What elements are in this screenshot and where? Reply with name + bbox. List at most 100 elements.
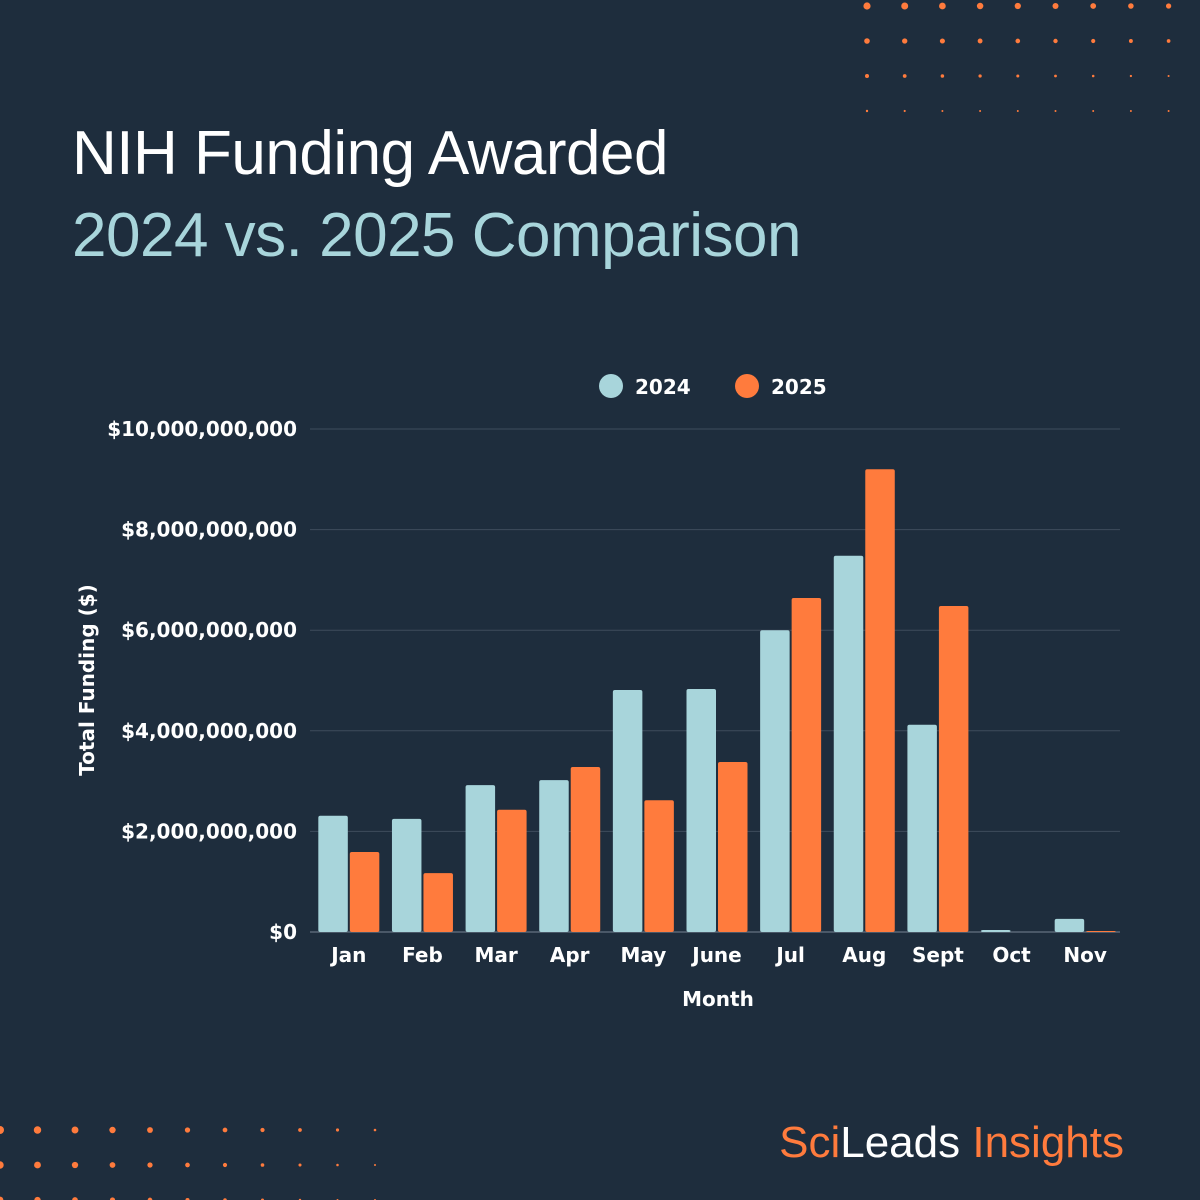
- decor-dot: [298, 1128, 302, 1132]
- decor-dot: [941, 110, 944, 112]
- y-tick-label: $8,000,000,000: [121, 518, 297, 542]
- decor-dot: [1015, 38, 1021, 44]
- decor-dot: [1016, 74, 1020, 78]
- bar-2024-Jan: [318, 815, 348, 932]
- decor-dot: [1090, 3, 1097, 9]
- decor-dot: [1091, 38, 1096, 44]
- decor-dot: [260, 1163, 265, 1167]
- decor-dot: [1129, 74, 1133, 78]
- bar-2024-Aug: [833, 555, 864, 932]
- decor-dot: [109, 1197, 116, 1200]
- decor-dot: [373, 1128, 377, 1132]
- decor-dot: [902, 38, 908, 44]
- decor-dot: [185, 1162, 190, 1168]
- decor-dot: [1167, 110, 1170, 112]
- decor-dot: [1091, 74, 1095, 78]
- bar-2025-Apr: [570, 767, 601, 932]
- decor-dot: [0, 1161, 4, 1169]
- decor-dot: [979, 110, 982, 112]
- legend-marker-2024: [599, 374, 623, 398]
- decor-dot: [976, 2, 984, 10]
- x-axis-label: Month: [682, 987, 754, 1011]
- bar-2024-June: [686, 689, 716, 932]
- decor-dot: [34, 1161, 41, 1169]
- x-tick-label: May: [620, 943, 666, 967]
- decor-dot: [1014, 2, 1021, 10]
- decor-dot: [0, 1126, 4, 1134]
- decor-dot: [109, 1162, 116, 1168]
- decor-dot: [335, 1128, 340, 1132]
- decor-dot: [222, 1162, 228, 1168]
- y-tick-label: $0: [269, 920, 297, 944]
- y-tick-label: $10,000,000,000: [107, 417, 297, 441]
- decor-dot: [1052, 3, 1059, 9]
- x-tick-label: Jul: [774, 943, 805, 967]
- brand-logo: SciLeads Insights: [779, 1118, 1124, 1167]
- bar-2025-May: [644, 800, 674, 932]
- decor-dot: [34, 1196, 41, 1200]
- decor-dot: [939, 2, 946, 10]
- decor-dot: [147, 1197, 153, 1200]
- decor-dot: [1128, 39, 1133, 43]
- decor-dot: [260, 1127, 265, 1133]
- bar-2025-Sept: [938, 606, 969, 932]
- decor-dot: [902, 74, 907, 78]
- x-tick-label: Nov: [1063, 943, 1107, 967]
- bar-2025-Nov: [1086, 930, 1116, 932]
- bar-2025-Mar: [497, 809, 527, 932]
- decor-dot: [33, 1126, 42, 1134]
- legend-marker-2025: [735, 374, 759, 398]
- bar-2025-Jan: [349, 852, 380, 932]
- decor-dot: [1167, 74, 1170, 78]
- decor-dot: [1054, 110, 1057, 112]
- decor-dot: [864, 38, 870, 44]
- decor-dot: [374, 1164, 376, 1166]
- y-axis-label: Total Funding ($): [75, 584, 99, 776]
- x-tick-label: Apr: [550, 943, 590, 967]
- bar-2025-Jul: [791, 598, 822, 932]
- bar-2024-Jul: [760, 630, 790, 932]
- bar-2025-Aug: [865, 469, 895, 932]
- decor-dot: [1129, 110, 1132, 112]
- x-tick-label: Feb: [402, 943, 443, 967]
- x-tick-label: Sept: [912, 943, 964, 967]
- legend-label-2024: 2024: [635, 375, 691, 399]
- decor-dot: [1165, 3, 1172, 9]
- bar-2024-Oct: [981, 929, 1011, 932]
- bar-2025-Feb: [423, 873, 453, 932]
- decor-dot: [977, 38, 983, 44]
- decor-dot: [222, 1127, 228, 1133]
- decor-dot: [1016, 110, 1019, 112]
- y-tick-label: $2,000,000,000: [121, 819, 297, 843]
- decor-dot: [147, 1127, 153, 1133]
- decor-dot: [903, 109, 906, 113]
- decor-dot: [978, 74, 982, 78]
- y-tick-label: $6,000,000,000: [121, 618, 297, 642]
- bar-2025-June: [718, 761, 748, 932]
- chart-subtitle: 2024 vs. 2025 Comparison: [72, 201, 802, 270]
- decor-dot: [184, 1127, 191, 1133]
- decor-dot: [1128, 3, 1134, 9]
- decor-dot: [336, 1163, 339, 1167]
- bar-2024-Feb: [391, 818, 422, 932]
- bar-2024-Sept: [907, 724, 937, 932]
- decor-dot: [901, 2, 909, 10]
- x-tick-label: June: [690, 943, 741, 967]
- decor-dot: [185, 1197, 190, 1200]
- bar-2024-Nov: [1054, 918, 1085, 932]
- decor-dot: [865, 74, 869, 78]
- bar-2024-Apr: [539, 780, 569, 932]
- bar-2024-Mar: [465, 785, 496, 932]
- decor-dot: [72, 1197, 78, 1200]
- decor-dot: [1166, 39, 1171, 43]
- decor-dot: [1053, 38, 1058, 44]
- y-tick-label: $4,000,000,000: [121, 719, 297, 743]
- decor-dot: [939, 38, 945, 44]
- legend-label-2025: 2025: [771, 375, 827, 399]
- decor-dot: [109, 1126, 116, 1134]
- bar-2024-May: [612, 690, 643, 932]
- decor-dot: [71, 1126, 79, 1134]
- x-tick-label: Oct: [992, 943, 1031, 967]
- x-tick-label: Jan: [329, 943, 366, 967]
